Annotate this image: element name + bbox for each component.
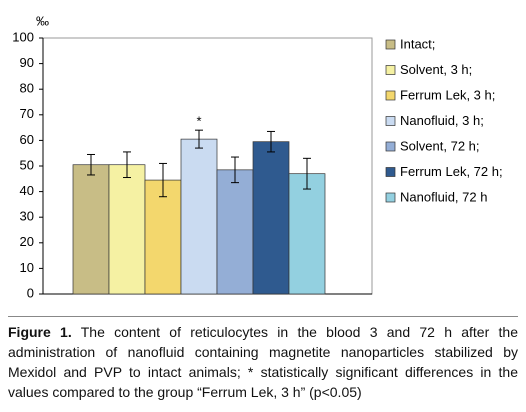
legend-swatch [385,141,396,152]
legend-swatch [385,116,396,126]
error-bar [195,129,203,149]
y-tick-label: 10 [20,260,34,275]
y-tick-label: 80 [20,81,34,96]
legend-label: Ferrum Lek, 3 h; [400,87,495,102]
legend-swatch [385,90,396,101]
legend-label: Ferrum Lek, 72 h; [400,164,503,179]
error-bar [267,130,275,153]
error-bar [231,156,239,184]
caption-text: The content of reticulocytes in the bloo… [8,324,518,400]
y-axis-label: ‰ [36,13,49,28]
y-tick-label: 30 [20,209,34,224]
legend-label: Nanofluid, 3 h; [400,113,484,128]
error-bar [123,151,131,179]
bar [252,141,290,295]
y-tick-label: 0 [27,285,34,300]
bar [72,164,110,295]
caption: Figure 1. The content of reticulocytes i… [8,322,518,402]
y-tick-label: 40 [20,183,34,198]
legend-label: Solvent, 3 h; [400,62,472,77]
error-bar [303,157,311,190]
error-bar [87,153,95,176]
y-tick-label: 60 [20,132,34,147]
legend-label: Nanofluid, 72 h [400,189,487,204]
annotation: * [196,114,201,129]
y-tick-label: 70 [20,106,34,121]
chart: ‰ 0 10 20 30 40 50 60 70 80 90 100 Intact; Solvent, … [12,13,503,300]
y-tick-label: 90 [20,55,34,70]
y-tick-label: 50 [20,157,34,172]
caption-rule [8,316,518,317]
caption-label: Figure 1. [8,324,72,340]
legend-swatch [385,65,396,75]
bar [144,179,182,295]
legend-swatch [385,167,396,177]
legend-label: Intact; [400,36,435,51]
legend-swatch [385,39,396,50]
bar [180,138,218,295]
error-bar [159,162,167,198]
y-tick-label: 20 [20,234,34,249]
bar [288,173,326,295]
legend-label: Solvent, 72 h; [400,138,480,153]
bar [216,169,254,295]
legend-swatch [385,192,396,203]
bar [108,164,146,295]
y-tick-label: 100 [12,29,34,44]
